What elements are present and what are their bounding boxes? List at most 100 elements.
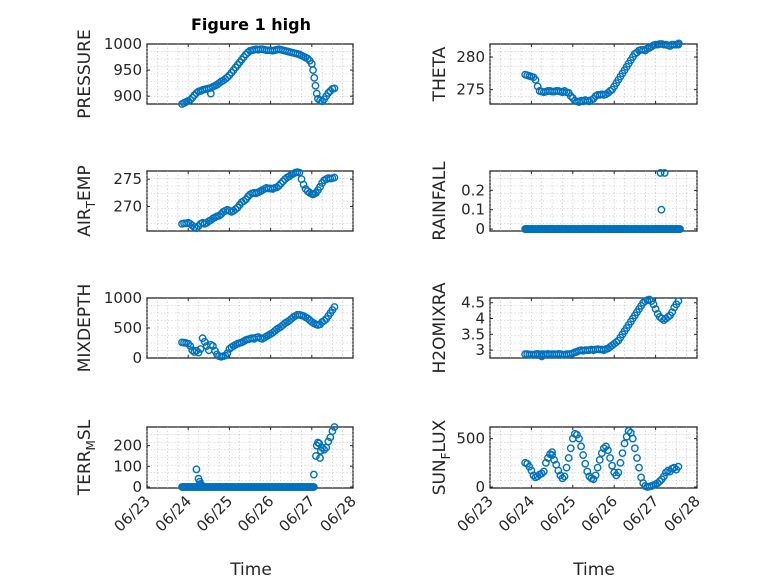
data-point (595, 456, 604, 464)
y-tick-label: 500 (113, 319, 142, 337)
data-point (324, 437, 333, 446)
data-point (674, 297, 683, 306)
data-point (537, 469, 546, 478)
data-point (581, 459, 590, 468)
data-point (564, 454, 573, 462)
y-tick-label: 1000 (104, 35, 142, 53)
data-point (620, 439, 629, 448)
data-point (589, 475, 598, 484)
subplot-pressure: 900 950 1000 PRESSURE (75, 29, 354, 119)
data-point (662, 468, 670, 477)
data-point (239, 197, 248, 205)
data-point (295, 168, 304, 177)
data-point (566, 444, 575, 453)
y-axis-label: PRESSURE (75, 29, 95, 118)
data-point (527, 466, 536, 475)
data-point (668, 308, 677, 317)
y-tick-label: 0 (132, 349, 142, 367)
data-point (299, 180, 308, 189)
data-point (301, 185, 310, 193)
data-point (660, 169, 669, 177)
data-point (330, 173, 339, 182)
y-tick-label: 275 (456, 81, 485, 99)
data-point (186, 342, 195, 350)
series-markers (178, 168, 339, 233)
data-point (645, 295, 654, 304)
data-point (318, 443, 326, 452)
data-point (674, 462, 683, 471)
data-point (628, 434, 637, 443)
data-point (231, 205, 240, 214)
y-axis-label: RAINFALL (430, 161, 450, 241)
data-point (309, 470, 318, 479)
y-tick-label: 0.2 (461, 181, 485, 199)
y-tick-label: 0.1 (461, 201, 485, 219)
data-point (303, 54, 312, 63)
data-point (562, 463, 571, 472)
y-tick-label: 900 (113, 87, 142, 105)
data-point (554, 466, 563, 475)
data-point (192, 346, 201, 355)
data-point (320, 316, 329, 325)
grid (489, 171, 698, 231)
data-point (206, 89, 215, 98)
data-point (548, 451, 556, 459)
y-tick-label: 1000 (104, 289, 142, 307)
data-point (200, 337, 209, 346)
grid (489, 298, 698, 358)
figure-title: Figure 1 high (191, 15, 311, 34)
data-point (330, 84, 339, 93)
data-point (653, 479, 662, 488)
data-point (330, 303, 339, 311)
y-axis-label: THETA (430, 46, 450, 102)
y-tick-label: 0 (475, 220, 485, 238)
data-point (533, 82, 542, 91)
data-point (531, 75, 540, 84)
data-point (624, 426, 633, 435)
data-point (655, 477, 664, 486)
data-point (309, 483, 318, 491)
data-point (550, 456, 559, 464)
series-markers (178, 423, 339, 491)
data-point (209, 342, 217, 350)
data-point (539, 467, 548, 476)
data-point (583, 467, 592, 476)
data-point (192, 465, 201, 474)
data-point (597, 449, 606, 458)
data-point (674, 39, 683, 48)
data-point (215, 211, 224, 220)
data-point (192, 224, 201, 233)
data-point (541, 458, 550, 467)
y-tick-label: 0 (475, 478, 485, 496)
grid (146, 298, 354, 358)
data-point (192, 89, 201, 97)
data-point (223, 349, 232, 358)
data-point (330, 423, 339, 431)
x-axis-label-left: Time (229, 560, 272, 580)
data-point (312, 452, 320, 460)
data-point (633, 454, 641, 462)
y-tick-label: 4.5 (461, 294, 485, 312)
subplot-air-temp: 270 275 AIRTEMP (75, 165, 354, 237)
y-axis-label: MIXDEPTH (75, 284, 95, 373)
data-point (320, 445, 329, 454)
data-point (676, 225, 684, 233)
y-tick-label: 4 (475, 310, 485, 328)
y-tick-label: 500 (456, 430, 485, 448)
series-markers (178, 303, 339, 361)
data-point (525, 462, 534, 471)
y-axis-label: AIRTEMP (75, 165, 98, 236)
data-point (670, 463, 679, 472)
series-markers (521, 39, 683, 106)
x-axis-label-right: Time (572, 560, 615, 580)
data-point (659, 225, 667, 233)
y-tick-label: 270 (113, 197, 142, 215)
data-point (577, 442, 585, 451)
data-point (309, 66, 317, 74)
data-point (631, 444, 639, 453)
data-point (316, 182, 324, 191)
series-markers (521, 295, 683, 361)
data-point (328, 427, 337, 436)
